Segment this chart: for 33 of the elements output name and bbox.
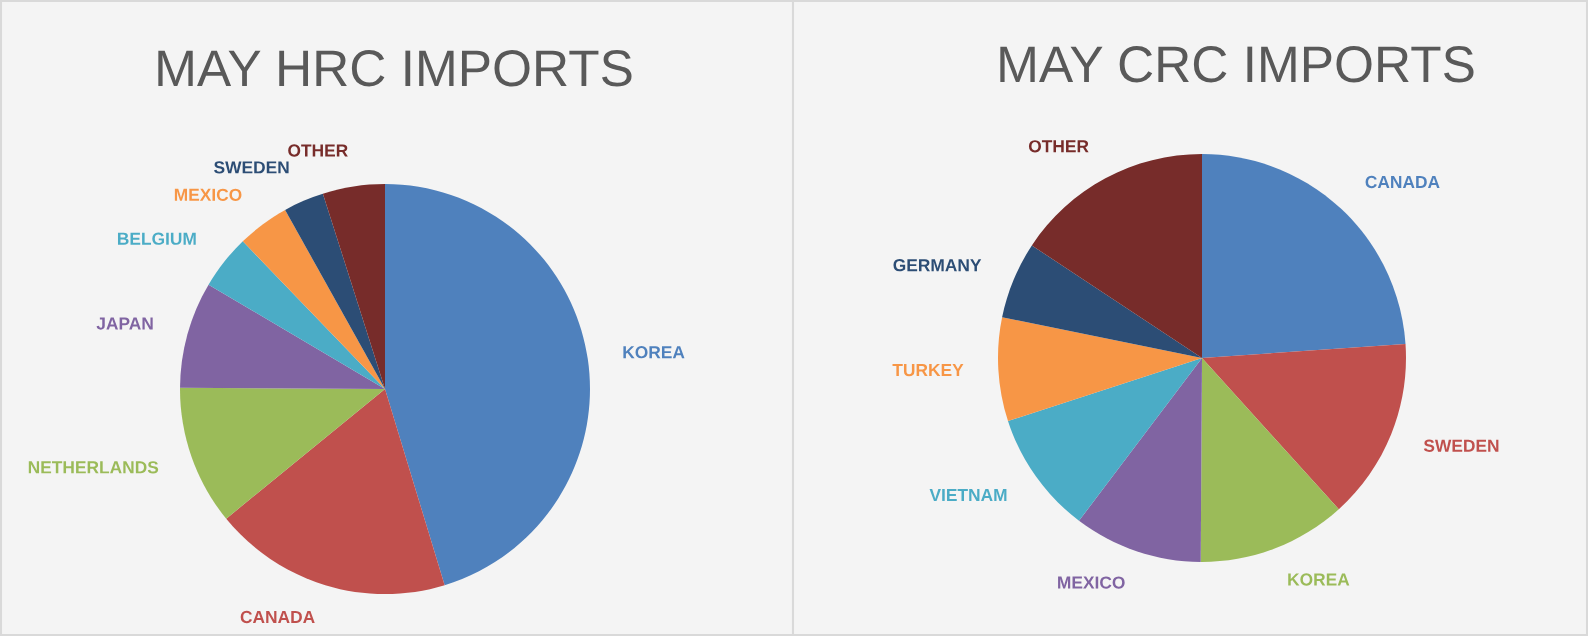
chart-title: MAY CRC IMPORTS — [1000, 46, 1474, 83]
pie-slice — [1202, 343, 1406, 510]
pie-slice — [226, 389, 445, 594]
slice-label: OTHER — [288, 144, 348, 157]
pie-slice — [242, 209, 385, 389]
slice-label: GERMANY — [893, 259, 982, 272]
pie-slice — [1031, 154, 1202, 358]
slice-label: NETHERLANDS — [28, 461, 159, 474]
pie-slice — [1079, 358, 1202, 562]
pie-slice — [1002, 245, 1202, 358]
pie-slice — [998, 317, 1202, 422]
pie-slice — [180, 387, 385, 519]
slice-label: TURKEY — [892, 364, 964, 377]
slice-label: KOREA — [1288, 573, 1350, 586]
slice-label: BELGIUM — [117, 232, 196, 245]
pie-slice — [180, 284, 385, 389]
slice-label: JAPAN — [96, 317, 153, 330]
slice-label: KOREA — [623, 346, 685, 359]
slice-label: MEXICO — [1058, 576, 1125, 589]
pie-slice — [385, 184, 590, 586]
slice-label: CANADA — [1365, 175, 1440, 189]
slice-label: SWEDEN — [1423, 439, 1499, 452]
slice-label: CANADA — [240, 610, 315, 624]
slice-label: SWEDEN — [214, 161, 289, 174]
pie-slice — [322, 184, 385, 389]
pie-slice — [208, 241, 385, 389]
slice-label: MEXICO — [174, 188, 242, 201]
chart-title: MAY HRC IMPORTS — [158, 50, 632, 87]
pie-slice — [1007, 358, 1202, 521]
slice-label: VIETNAM — [929, 489, 1007, 501]
pie-slice — [285, 193, 385, 389]
pie-slice — [1200, 358, 1339, 562]
slice-label: OTHER — [1028, 140, 1089, 153]
